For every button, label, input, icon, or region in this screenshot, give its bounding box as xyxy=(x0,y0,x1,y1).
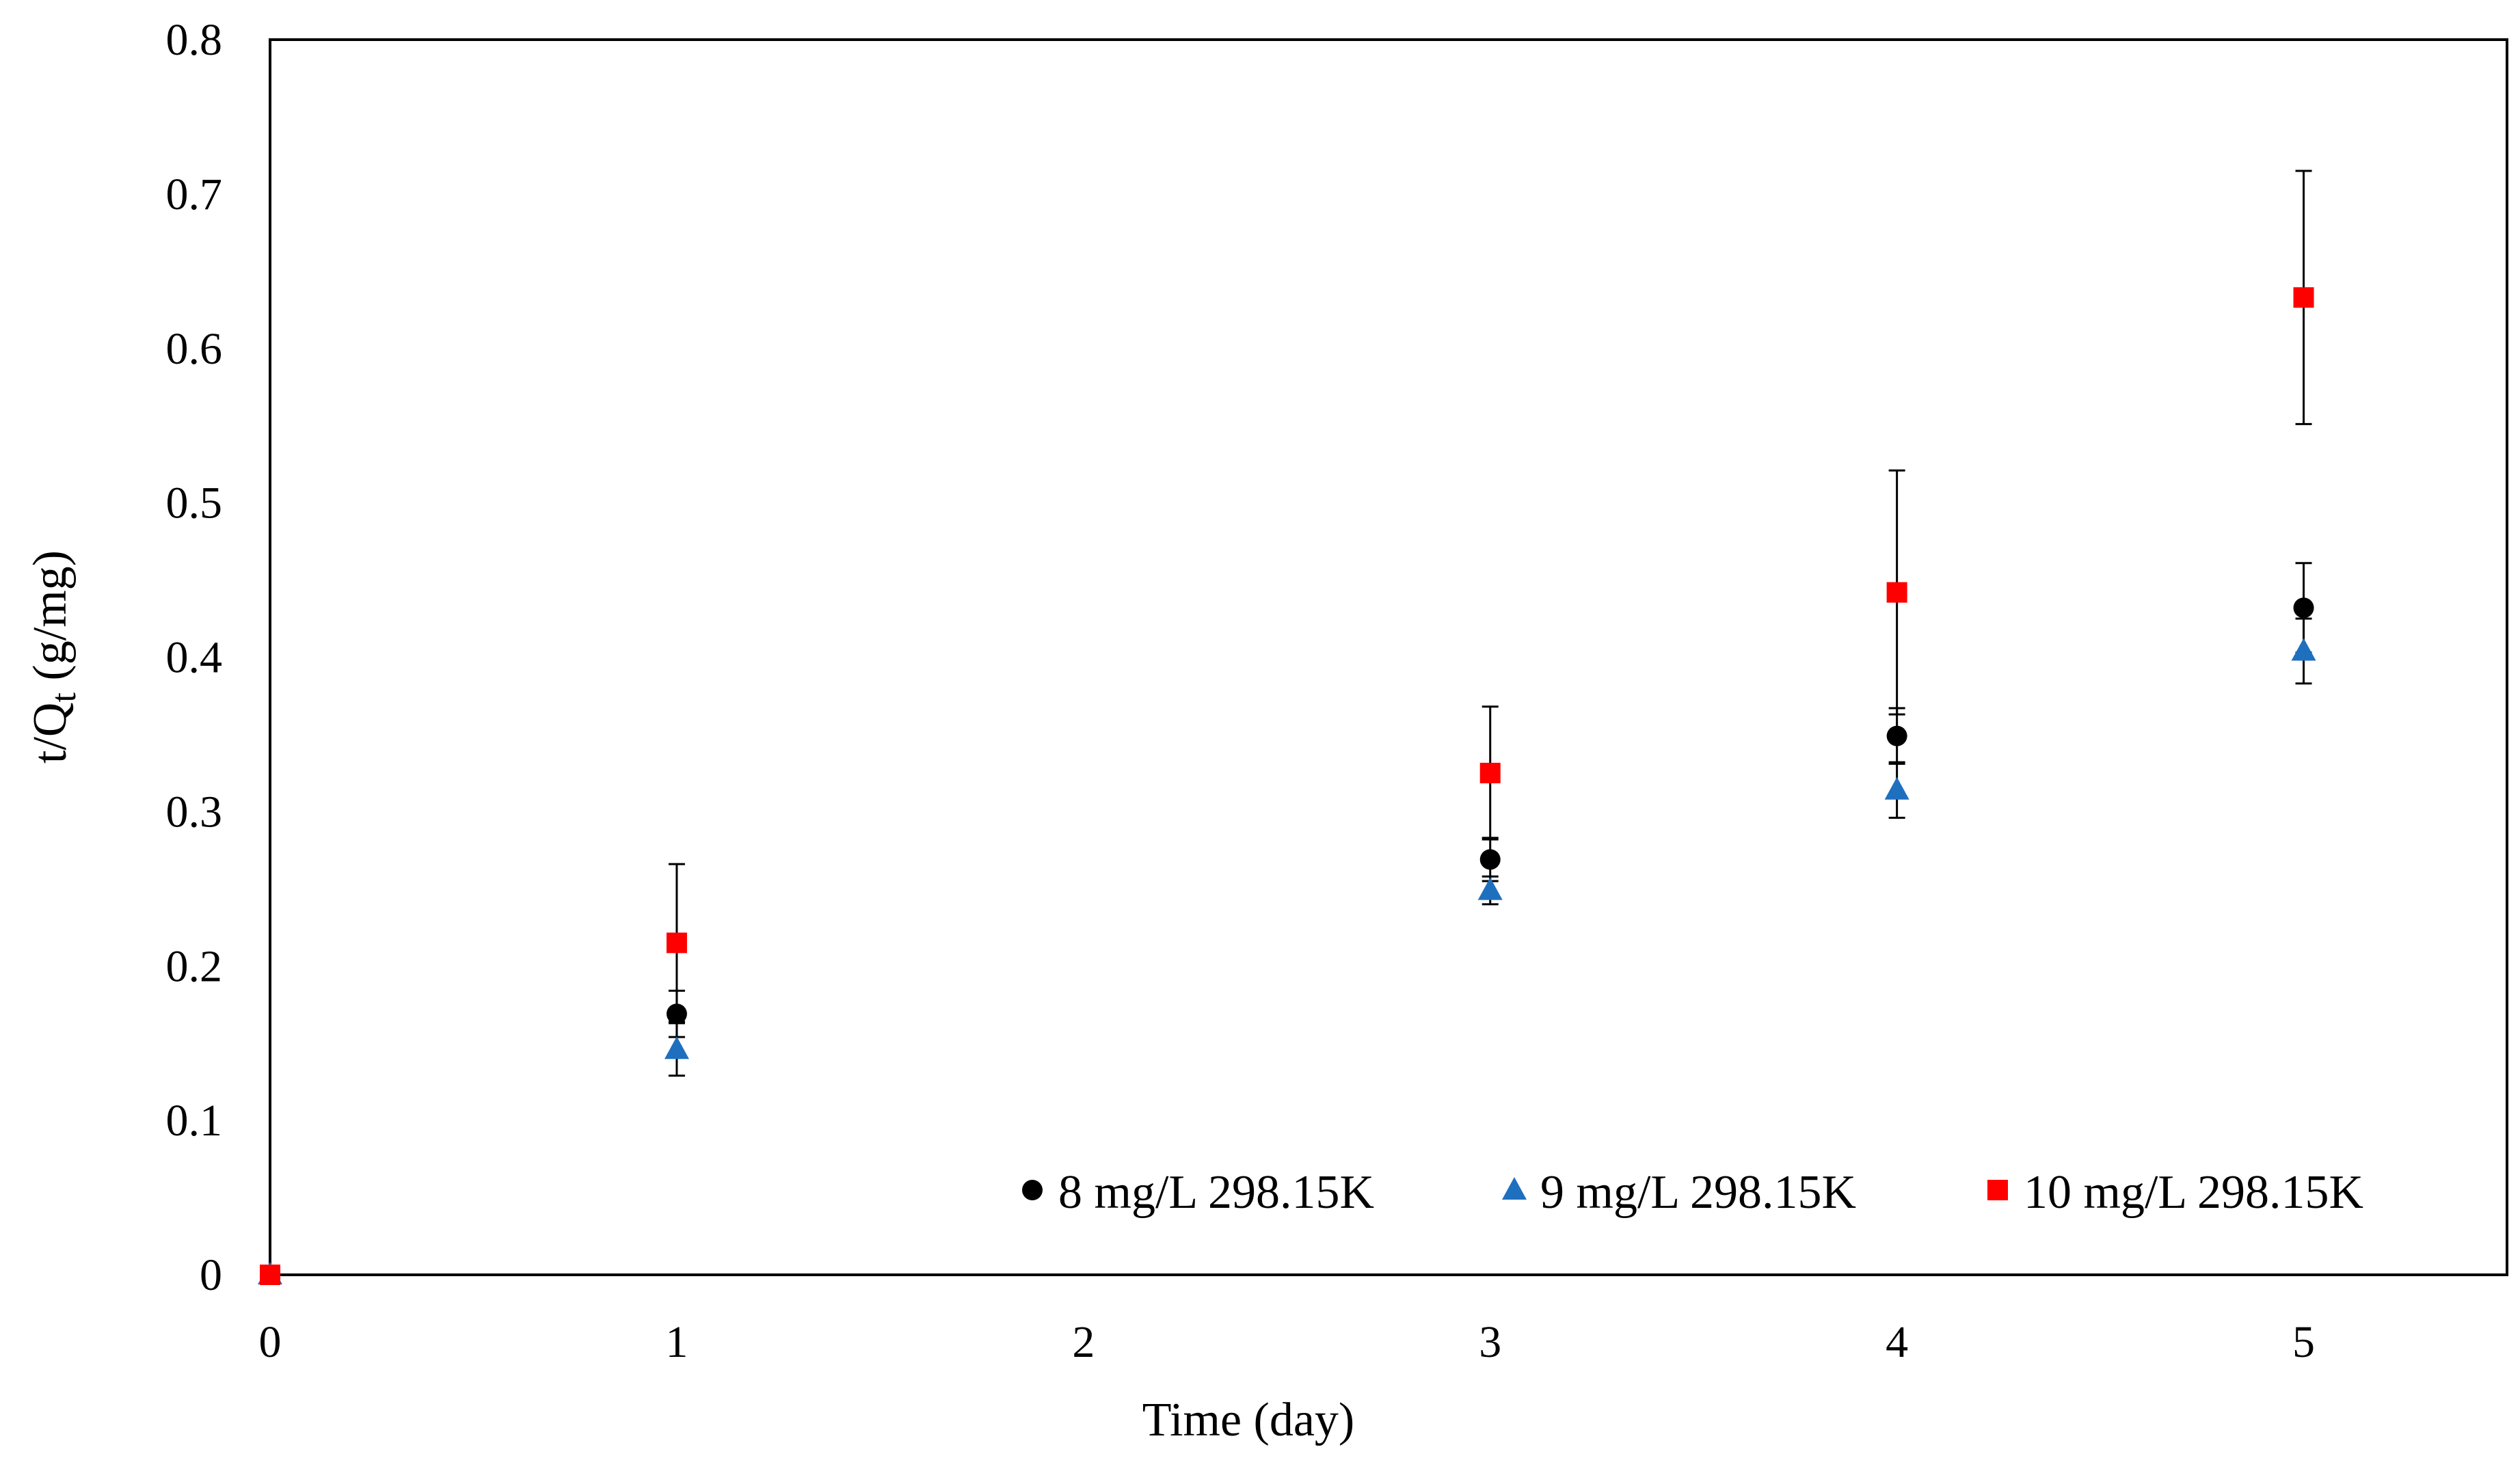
y-axis-title-tail: (g/mg) xyxy=(24,550,77,692)
data-point-circle xyxy=(1480,849,1501,869)
data-point-square xyxy=(1480,763,1501,783)
legend-marker-square xyxy=(1987,1180,2008,1200)
data-point-square xyxy=(667,932,687,953)
legend-label: 8 mg/L 298.15K xyxy=(1058,1166,1374,1219)
y-tick-label: 0.5 xyxy=(166,478,223,528)
x-tick-label: 0 xyxy=(259,1317,282,1367)
y-tick-label: 0.1 xyxy=(166,1096,223,1146)
data-point-square xyxy=(260,1265,280,1285)
y-axis-title-main: t/Q xyxy=(24,703,77,764)
data-point-square xyxy=(2294,287,2314,308)
legend-label: 9 mg/L 298.15K xyxy=(1540,1166,1856,1219)
y-tick-label: 0.7 xyxy=(166,170,223,219)
data-point-circle xyxy=(1887,726,1907,746)
y-axis-ticks: 0 0.1 0.2 0.3 0.4 0.5 0.6 0.7 0.8 xyxy=(166,15,223,1300)
legend-marker-circle xyxy=(1022,1180,1043,1200)
y-tick-label: 0 xyxy=(200,1250,222,1300)
data-point-square xyxy=(1887,582,1907,603)
x-tick-label: 5 xyxy=(2292,1317,2315,1367)
x-tick-label: 3 xyxy=(1479,1317,1501,1367)
x-axis-title: Time (day) xyxy=(1142,1394,1354,1446)
legend: 8 mg/L 298.15K 9 mg/L 298.15K 10 mg/L 298.… xyxy=(1022,1166,2363,1219)
chart: 0 0.1 0.2 0.3 0.4 0.5 0.6 0.7 0.8 0 1 2 3 4 5 Time (d… xyxy=(0,0,2520,1471)
legend-label: 10 mg/L 298.15K xyxy=(2024,1166,2363,1219)
x-tick-label: 4 xyxy=(1886,1317,1908,1367)
y-tick-label: 0.8 xyxy=(166,15,223,65)
y-tick-label: 0.3 xyxy=(166,787,223,837)
y-axis-title-subscript: t xyxy=(44,692,83,703)
y-tick-label: 0.6 xyxy=(166,324,223,374)
data-point-circle xyxy=(2294,597,2314,618)
y-tick-label: 0.2 xyxy=(166,941,223,991)
x-tick-label: 2 xyxy=(1072,1317,1095,1367)
y-tick-label: 0.4 xyxy=(166,633,223,683)
chart-background xyxy=(0,0,2520,1471)
data-point-circle xyxy=(667,1003,687,1024)
x-tick-label: 1 xyxy=(665,1317,688,1367)
y-axis-title: t/Qt (g/mg) xyxy=(24,550,83,764)
